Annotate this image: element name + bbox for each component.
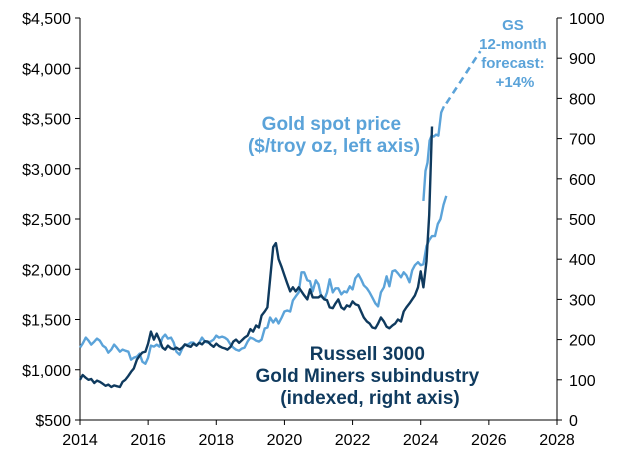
x-tick-label: 2018 bbox=[198, 432, 234, 449]
x-tick-label: 2016 bbox=[130, 432, 166, 449]
left-y-tick-label: $1,000 bbox=[22, 363, 71, 380]
right-y-tick-label: 1000 bbox=[569, 11, 605, 28]
forecast-dashed-line bbox=[445, 50, 482, 105]
right-y-tick-label: 200 bbox=[569, 333, 596, 350]
gold-miners-label-line-2: Gold Miners subindustry bbox=[255, 366, 479, 387]
right-y-tick-label: 0 bbox=[569, 413, 578, 430]
gold-spot-line bbox=[79, 195, 448, 365]
left-y-tick-label: $4,000 bbox=[22, 61, 71, 78]
x-tick-label: 2014 bbox=[62, 432, 98, 449]
gold-spot-label-line-1: Gold spot price bbox=[262, 114, 401, 135]
left-y-tick-label: $3,000 bbox=[22, 162, 71, 179]
right-y-tick-label: 100 bbox=[569, 373, 596, 390]
x-tick-label: 2026 bbox=[471, 432, 507, 449]
axes bbox=[75, 17, 562, 425]
x-tick-label: 2028 bbox=[539, 432, 575, 449]
forecast-label-line-1: GS bbox=[502, 17, 524, 34]
forecast-label-line-4: +14% bbox=[496, 74, 535, 91]
x-tick-label: 2020 bbox=[267, 432, 303, 449]
right-y-tick-label: 900 bbox=[569, 51, 596, 68]
right-y-tick-label: 300 bbox=[569, 292, 596, 309]
left-y-tick-label: $4,500 bbox=[22, 11, 71, 28]
series-lines bbox=[78, 50, 482, 389]
right-y-tick-label: 500 bbox=[569, 212, 596, 229]
right-y-tick-label: 600 bbox=[569, 172, 596, 189]
tick-labels: 2014 2016 2018 2020 2022 2024 2026 2028 $500 $1,0… bbox=[22, 11, 605, 449]
forecast-label-line-2: 12-month bbox=[479, 36, 547, 53]
left-y-tick-label: $1,500 bbox=[22, 313, 71, 330]
left-y-tick-label: $500 bbox=[35, 413, 71, 430]
x-tick-label: 2024 bbox=[403, 432, 439, 449]
gold-spot-label: Gold spot price ($/troy oz, left axis) bbox=[248, 114, 420, 157]
left-y-tick-label: $2,000 bbox=[22, 262, 71, 279]
forecast-label: GS 12-month forecast: +14% bbox=[479, 17, 551, 91]
gold-miners-line bbox=[78, 126, 434, 389]
right-y-tick-label: 800 bbox=[569, 91, 596, 108]
left-y-tick-label: $3,500 bbox=[22, 112, 71, 129]
gold-miners-label-line-3: (indexed, right axis) bbox=[280, 388, 459, 409]
left-y-tick-label: $2,500 bbox=[22, 212, 71, 229]
gold-spot-label-line-2: ($/troy oz, left axis) bbox=[248, 136, 420, 157]
right-y-tick-label: 400 bbox=[569, 252, 596, 269]
gold-spot-tail-line bbox=[422, 105, 445, 201]
forecast-label-line-3: forecast: bbox=[481, 55, 544, 72]
right-y-tick-label: 700 bbox=[569, 132, 596, 149]
gold-miners-label: Russell 3000 Gold Miners subindustry (in… bbox=[255, 344, 484, 409]
gold-miners-label-line-1: Russell 3000 bbox=[310, 344, 425, 365]
x-tick-label: 2022 bbox=[335, 432, 371, 449]
